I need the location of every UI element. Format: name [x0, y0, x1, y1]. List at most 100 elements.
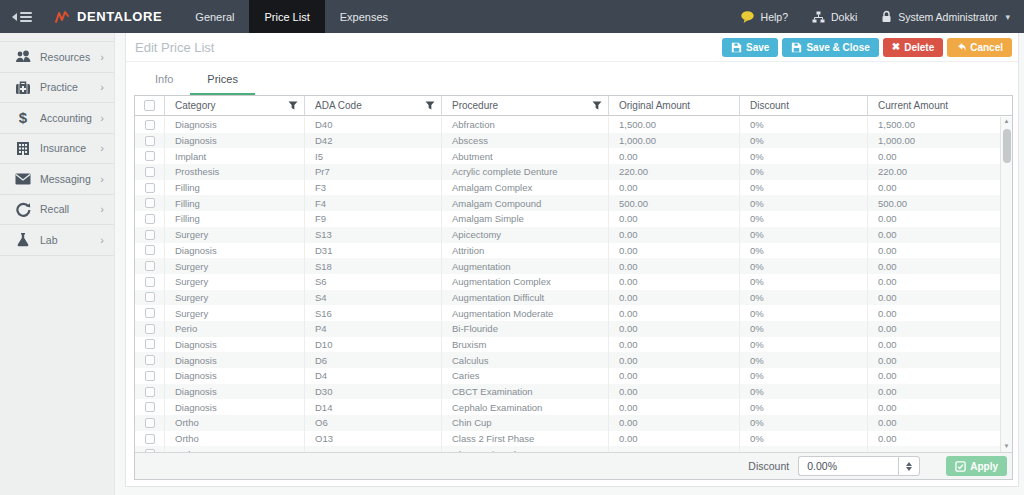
row-checkbox[interactable]	[145, 277, 155, 287]
row-checkbox[interactable]	[145, 230, 155, 240]
save-button[interactable]: Save	[722, 38, 778, 57]
select-all-checkbox[interactable]	[144, 100, 155, 111]
table-row[interactable]: FillingF9Amalgam Simple0.000%0.00	[135, 211, 1000, 227]
sidebar-item-recall[interactable]: Recall›	[0, 195, 114, 226]
sidebar-item-messaging[interactable]: Messaging›	[0, 164, 114, 195]
table-row[interactable]: SurgeryS13Apicectomy0.000%0.00	[135, 227, 1000, 243]
sidebar-item-insurance[interactable]: Insurance›	[0, 134, 114, 165]
row-checkbox-cell	[135, 243, 165, 259]
table-row[interactable]: DiagnosisD10Bruxism0.000%0.00	[135, 337, 1000, 353]
row-checkbox[interactable]	[145, 355, 155, 365]
stepper-up-icon[interactable]	[906, 462, 912, 466]
column-header-ada-code[interactable]: ADA Code	[305, 96, 442, 115]
table-row[interactable]: OrthoO6Chin Cup0.000%0.00	[135, 415, 1000, 431]
tab-prices[interactable]: Prices	[190, 73, 255, 95]
table-row[interactable]: DiagnosisD6Calculus0.000%0.00	[135, 352, 1000, 368]
sidebar-item-practice[interactable]: Practice›	[0, 73, 114, 104]
collapse-menu-icon[interactable]	[12, 12, 32, 22]
user-menu[interactable]: Dokki	[812, 11, 857, 23]
undo-arrow-icon	[956, 42, 966, 53]
row-checkbox[interactable]	[145, 387, 155, 397]
nav-item-general[interactable]: General	[180, 0, 249, 33]
table-row[interactable]: DiagnosisD14Cephalo Examination0.000%0.0…	[135, 399, 1000, 415]
table-row[interactable]: PerioP4Bi-Flouride0.000%0.00	[135, 321, 1000, 337]
cell-procedure: Abfraction	[442, 117, 609, 133]
nav-item-expenses[interactable]: Expenses	[325, 0, 403, 33]
nav-item-label: General	[195, 11, 234, 23]
floppy-icon	[731, 42, 742, 53]
table-row[interactable]: SurgeryS6Augmentation Complex0.000%0.00	[135, 274, 1000, 290]
row-checkbox[interactable]	[145, 261, 155, 271]
sidebar-item-label: Resources	[40, 51, 100, 63]
row-checkbox[interactable]	[145, 167, 155, 177]
role-menu[interactable]: System Administrator ▾	[881, 10, 1010, 23]
row-checkbox[interactable]	[145, 198, 155, 208]
tab-label: Info	[155, 73, 173, 85]
column-header-procedure[interactable]: Procedure	[442, 96, 609, 115]
nav-item-label: Price List	[264, 11, 309, 23]
row-checkbox[interactable]	[145, 151, 155, 161]
cell-code: F3	[305, 180, 442, 196]
scroll-up-icon[interactable]: ▲	[1004, 117, 1010, 127]
row-checkbox[interactable]	[145, 245, 155, 255]
row-checkbox[interactable]	[145, 183, 155, 193]
vertical-scrollbar[interactable]: ▲ ▼	[1000, 117, 1012, 452]
scroll-down-icon[interactable]: ▼	[1004, 442, 1010, 452]
column-header-original-amount[interactable]: Original Amount	[609, 96, 740, 115]
row-checkbox[interactable]	[145, 418, 155, 428]
cell-original: 0.00	[609, 337, 740, 353]
table-row[interactable]: DiagnosisD30CBCT Examination0.000%0.00	[135, 384, 1000, 400]
row-checkbox[interactable]	[145, 402, 155, 412]
sidebar-item-lab[interactable]: Lab›	[0, 225, 114, 256]
discount-stepper[interactable]	[898, 456, 920, 476]
brand-logo[interactable]: DENTALORE	[54, 9, 162, 24]
table-row[interactable]: SurgeryS16Augmentation Moderate0.000%0.0…	[135, 305, 1000, 321]
cell-category: Ortho	[165, 431, 305, 447]
table-row[interactable]: DiagnosisD42Abscess1,000.000%1,000.00	[135, 133, 1000, 149]
table-row[interactable]: FillingF4Amalgam Compound500.000%500.00	[135, 195, 1000, 211]
table-row[interactable]: DiagnosisD40Abfraction1,500.000%1,500.00	[135, 117, 1000, 133]
table-row[interactable]: DiagnosisD31Attrition0.000%0.00	[135, 243, 1000, 259]
nav-item-price-list[interactable]: Price List	[249, 0, 324, 33]
filter-icon[interactable]	[288, 101, 298, 110]
save-and-close-button[interactable]: Save & Close	[782, 38, 878, 57]
table-row[interactable]: DiagnosisD4Caries0.000%0.00	[135, 368, 1000, 384]
stepper-down-icon[interactable]	[906, 467, 912, 471]
row-checkbox[interactable]	[145, 434, 155, 444]
sidebar-item-resources[interactable]: Resources›	[0, 42, 114, 73]
row-checkbox-cell	[135, 321, 165, 337]
sidebar-item-accounting[interactable]: $Accounting›	[0, 103, 114, 134]
table-row[interactable]: SurgeryS4Augmentation Difficult0.000%0.0…	[135, 290, 1000, 306]
row-checkbox[interactable]	[145, 120, 155, 130]
card-header: Edit Price List Save Save & Close ✖ Dele…	[126, 33, 1018, 62]
filter-icon[interactable]	[592, 101, 602, 110]
row-checkbox[interactable]	[145, 308, 155, 318]
column-header-category[interactable]: Category	[165, 96, 305, 115]
table-row[interactable]: SurgeryS18Augmentation0.000%0.00	[135, 258, 1000, 274]
cancel-button[interactable]: Cancel	[947, 38, 1012, 57]
discount-input[interactable]	[798, 456, 898, 476]
row-checkbox[interactable]	[145, 292, 155, 302]
help-button[interactable]: Help?	[740, 10, 788, 24]
tab-info[interactable]: Info	[138, 73, 190, 95]
row-checkbox[interactable]	[145, 214, 155, 224]
row-checkbox-cell	[135, 227, 165, 243]
delete-button[interactable]: ✖ Delete	[883, 38, 943, 57]
row-checkbox[interactable]	[145, 324, 155, 334]
column-header-discount[interactable]: Discount	[740, 96, 868, 115]
cell-procedure: Augmentation Complex	[442, 274, 609, 290]
column-header-current-amount[interactable]: Current Amount	[868, 96, 1012, 115]
scrollbar-thumb[interactable]	[1003, 129, 1011, 163]
row-checkbox[interactable]	[145, 339, 155, 349]
check-square-icon	[955, 461, 966, 472]
row-checkbox[interactable]	[145, 371, 155, 381]
cell-category: Prosthesis	[165, 164, 305, 180]
cell-original: 0.00	[609, 258, 740, 274]
row-checkbox[interactable]	[145, 136, 155, 146]
table-row[interactable]: ImplantI5Abutment0.000%0.00	[135, 148, 1000, 164]
filter-icon[interactable]	[425, 101, 435, 110]
table-row[interactable]: ProsthesisPr7Acrylic complete Denture220…	[135, 164, 1000, 180]
apply-button[interactable]: Apply	[946, 456, 1007, 476]
table-row[interactable]: FillingF3Amalgam Complex0.000%0.00	[135, 180, 1000, 196]
table-row[interactable]: OrthoO13Class 2 First Phase0.000%0.00	[135, 431, 1000, 447]
